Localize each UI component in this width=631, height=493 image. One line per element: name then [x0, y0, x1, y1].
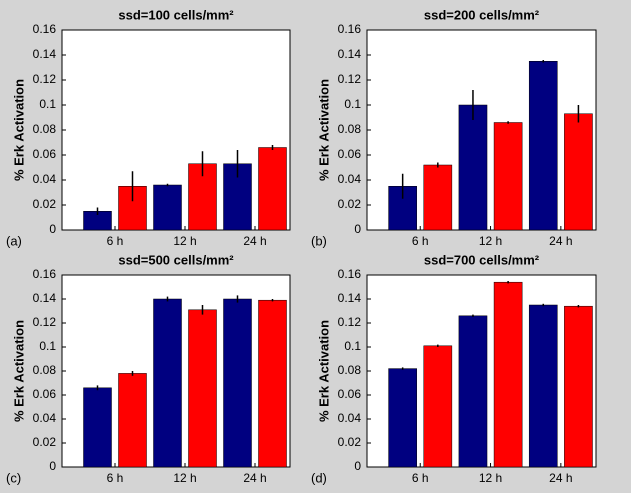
y-tick-label: 0.16 — [33, 22, 57, 36]
y-tick-label: 0.06 — [338, 387, 362, 401]
x-tick-label: 24 h — [549, 471, 572, 485]
bar — [423, 345, 453, 468]
y-tick-label: 0.08 — [338, 363, 362, 377]
y-tick-label: 0.12 — [338, 315, 362, 329]
y-axis-label: % Erk Activation — [316, 79, 331, 181]
bar — [223, 298, 252, 468]
y-tick-label: 0 — [49, 222, 56, 236]
y-tick-label: 0.06 — [33, 147, 57, 161]
x-tick-label: 24 h — [243, 471, 266, 485]
y-tick-label: 0.04 — [338, 172, 362, 186]
x-tick-label: 24 h — [243, 234, 266, 248]
y-tick-label: 0.04 — [33, 172, 57, 186]
y-tick-label: 0.06 — [33, 387, 57, 401]
bar — [423, 164, 453, 231]
panel-label: (a) — [6, 233, 22, 248]
y-tick-label: 0.02 — [33, 197, 57, 211]
x-tick-label: 6 h — [412, 234, 429, 248]
bar — [528, 61, 558, 231]
y-tick-label: 0 — [49, 459, 56, 473]
y-tick-label: 0.02 — [338, 435, 362, 449]
bar — [564, 305, 593, 468]
x-tick-label: 6 h — [412, 471, 429, 485]
bar — [388, 368, 417, 468]
y-tick-label: 0.08 — [338, 122, 362, 136]
panel-label: (b) — [311, 233, 327, 248]
panel-label: (c) — [6, 470, 21, 485]
y-tick-label: 0.04 — [338, 411, 362, 425]
bar — [153, 184, 182, 231]
y-tick-label: 0.14 — [33, 291, 57, 305]
chart-title: ssd=200 cells/mm² — [424, 7, 540, 22]
bar — [83, 387, 112, 468]
x-tick-label: 24 h — [549, 234, 572, 248]
y-tick-label: 0 — [354, 222, 361, 236]
y-tick-label: 0.12 — [33, 72, 57, 86]
bar — [258, 147, 287, 231]
bar — [493, 281, 523, 468]
y-tick-label: 0.1 — [39, 339, 56, 353]
y-tick-label: 0.08 — [33, 122, 57, 136]
chart-title: ssd=100 cells/mm² — [118, 7, 234, 22]
bar — [118, 373, 147, 468]
y-tick-label: 0.12 — [33, 315, 57, 329]
y-tick-label: 0.14 — [338, 291, 362, 305]
y-axis-label: % Erk Activation — [316, 320, 331, 422]
x-tick-label: 6 h — [107, 471, 124, 485]
y-axis-label: % Erk Activation — [11, 79, 26, 181]
bar — [188, 309, 217, 468]
y-tick-label: 0.04 — [33, 411, 57, 425]
bar — [564, 113, 593, 231]
bar — [258, 299, 287, 468]
x-tick-label: 12 h — [479, 234, 502, 248]
chart-title: ssd=500 cells/mm² — [118, 252, 234, 267]
y-tick-label: 0.14 — [338, 47, 362, 61]
bar — [528, 304, 558, 468]
bar — [458, 104, 488, 231]
y-tick-label: 0.16 — [338, 22, 362, 36]
y-tick-label: 0.02 — [33, 435, 57, 449]
bar — [153, 298, 182, 468]
y-axis-label: % Erk Activation — [11, 320, 26, 422]
y-tick-label: 0.08 — [33, 363, 57, 377]
y-tick-label: 0.16 — [33, 267, 57, 281]
chart-title: ssd=700 cells/mm² — [424, 252, 540, 267]
y-tick-label: 0.1 — [344, 97, 361, 111]
y-tick-label: 0 — [354, 459, 361, 473]
y-tick-label: 0.06 — [338, 147, 362, 161]
bar — [458, 315, 488, 468]
x-tick-label: 12 h — [173, 471, 196, 485]
x-tick-label: 12 h — [479, 471, 502, 485]
y-tick-label: 0.16 — [338, 267, 362, 281]
y-tick-label: 0.1 — [344, 339, 361, 353]
panel-label: (d) — [311, 470, 327, 485]
y-tick-label: 0.14 — [33, 47, 57, 61]
x-tick-label: 6 h — [107, 234, 124, 248]
y-tick-label: 0.02 — [338, 197, 362, 211]
bar — [493, 122, 523, 231]
y-tick-label: 0.12 — [338, 72, 362, 86]
y-tick-label: 0.1 — [39, 97, 56, 111]
x-tick-label: 12 h — [173, 234, 196, 248]
